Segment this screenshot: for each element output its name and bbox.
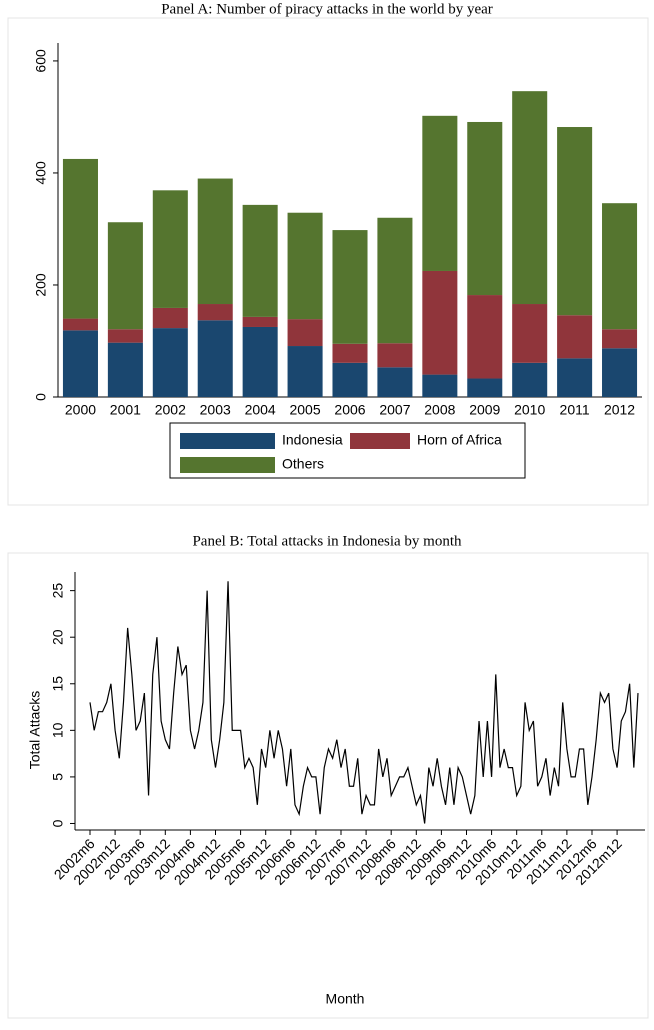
bar-segment [197, 320, 233, 397]
legend-label: Horn of Africa [417, 432, 502, 448]
y-tick-label: 0 [33, 393, 49, 401]
y-tick-label: 20 [50, 629, 66, 645]
bar-segment [602, 348, 638, 397]
x-tick-label: 2007 [379, 402, 410, 418]
y-axis-title: Total Attacks [27, 691, 43, 770]
x-tick-label: 2005 [289, 402, 320, 418]
bar-segment [62, 318, 98, 331]
bar-segment [422, 115, 458, 271]
x-tick-label: 2006 [334, 402, 365, 418]
bar-segment [197, 304, 233, 321]
bar-segment [332, 230, 368, 344]
bar-segment [287, 212, 323, 320]
x-tick-label: 2001 [110, 402, 141, 418]
bar-segment [602, 329, 638, 349]
bar-segment [512, 304, 548, 363]
bar-segment [602, 203, 638, 330]
bar-segment [197, 178, 233, 305]
panel-b-title: Panel B: Total attacks in Indonesia by m… [192, 533, 462, 549]
x-tick-label: 2002 [155, 402, 186, 418]
x-tick-label: 2003 [200, 402, 231, 418]
y-tick-label: 10 [50, 722, 66, 738]
y-tick-label: 400 [33, 161, 49, 185]
y-tick-label: 25 [50, 583, 66, 599]
x-axis-title: Month [326, 991, 365, 1007]
bar-segment [152, 190, 188, 308]
bar-segment [467, 121, 503, 296]
bar-segment [557, 127, 593, 316]
y-tick-label: 15 [50, 676, 66, 692]
bar-segment [152, 328, 188, 397]
x-tick-label: 2009 [469, 402, 500, 418]
legend-swatch [350, 433, 410, 449]
bar-segment [467, 378, 503, 397]
y-tick-label: 200 [33, 273, 49, 297]
legend-label: Indonesia [282, 432, 343, 448]
bar-segment [557, 315, 593, 359]
bar-segment [377, 367, 413, 397]
bar-segment [107, 342, 143, 397]
legend-label: Others [282, 456, 324, 472]
x-tick-label: 2012 [604, 402, 635, 418]
x-tick-label: 2004 [245, 402, 276, 418]
bar-segment [512, 91, 548, 305]
bar-segment [377, 217, 413, 344]
bar-segment [557, 358, 593, 397]
bar-segment [422, 270, 458, 375]
y-tick-label: 0 [50, 819, 66, 827]
bar-segment [422, 374, 458, 397]
y-tick-label: 600 [33, 49, 49, 73]
bar-segment [467, 295, 503, 379]
legend-swatch [180, 457, 275, 473]
x-tick-label: 2011 [560, 402, 590, 418]
panel-b-frame [7, 552, 649, 1019]
y-tick-label: 5 [50, 773, 66, 781]
bar-segment [332, 343, 368, 363]
bar-segment [242, 326, 278, 397]
bar-segment [242, 316, 278, 327]
bar-segment [62, 158, 98, 319]
x-tick-label: 2000 [65, 402, 96, 418]
bar-segment [512, 362, 548, 397]
line-series [89, 581, 639, 824]
bar-segment [287, 346, 323, 397]
bar-segment [242, 204, 278, 317]
x-tick-label: 2008 [424, 402, 455, 418]
panel-a-title: Panel A: Number of piracy attacks in the… [161, 1, 493, 17]
legend-swatch [180, 433, 275, 449]
bar-segment [377, 343, 413, 368]
bar-segment [107, 329, 143, 343]
bar-segment [107, 222, 143, 330]
x-tick-label: 2010 [514, 402, 545, 418]
bar-segment [152, 307, 188, 329]
bar-segment [287, 319, 323, 347]
bar-segment [62, 330, 98, 397]
bar-segment [332, 362, 368, 397]
